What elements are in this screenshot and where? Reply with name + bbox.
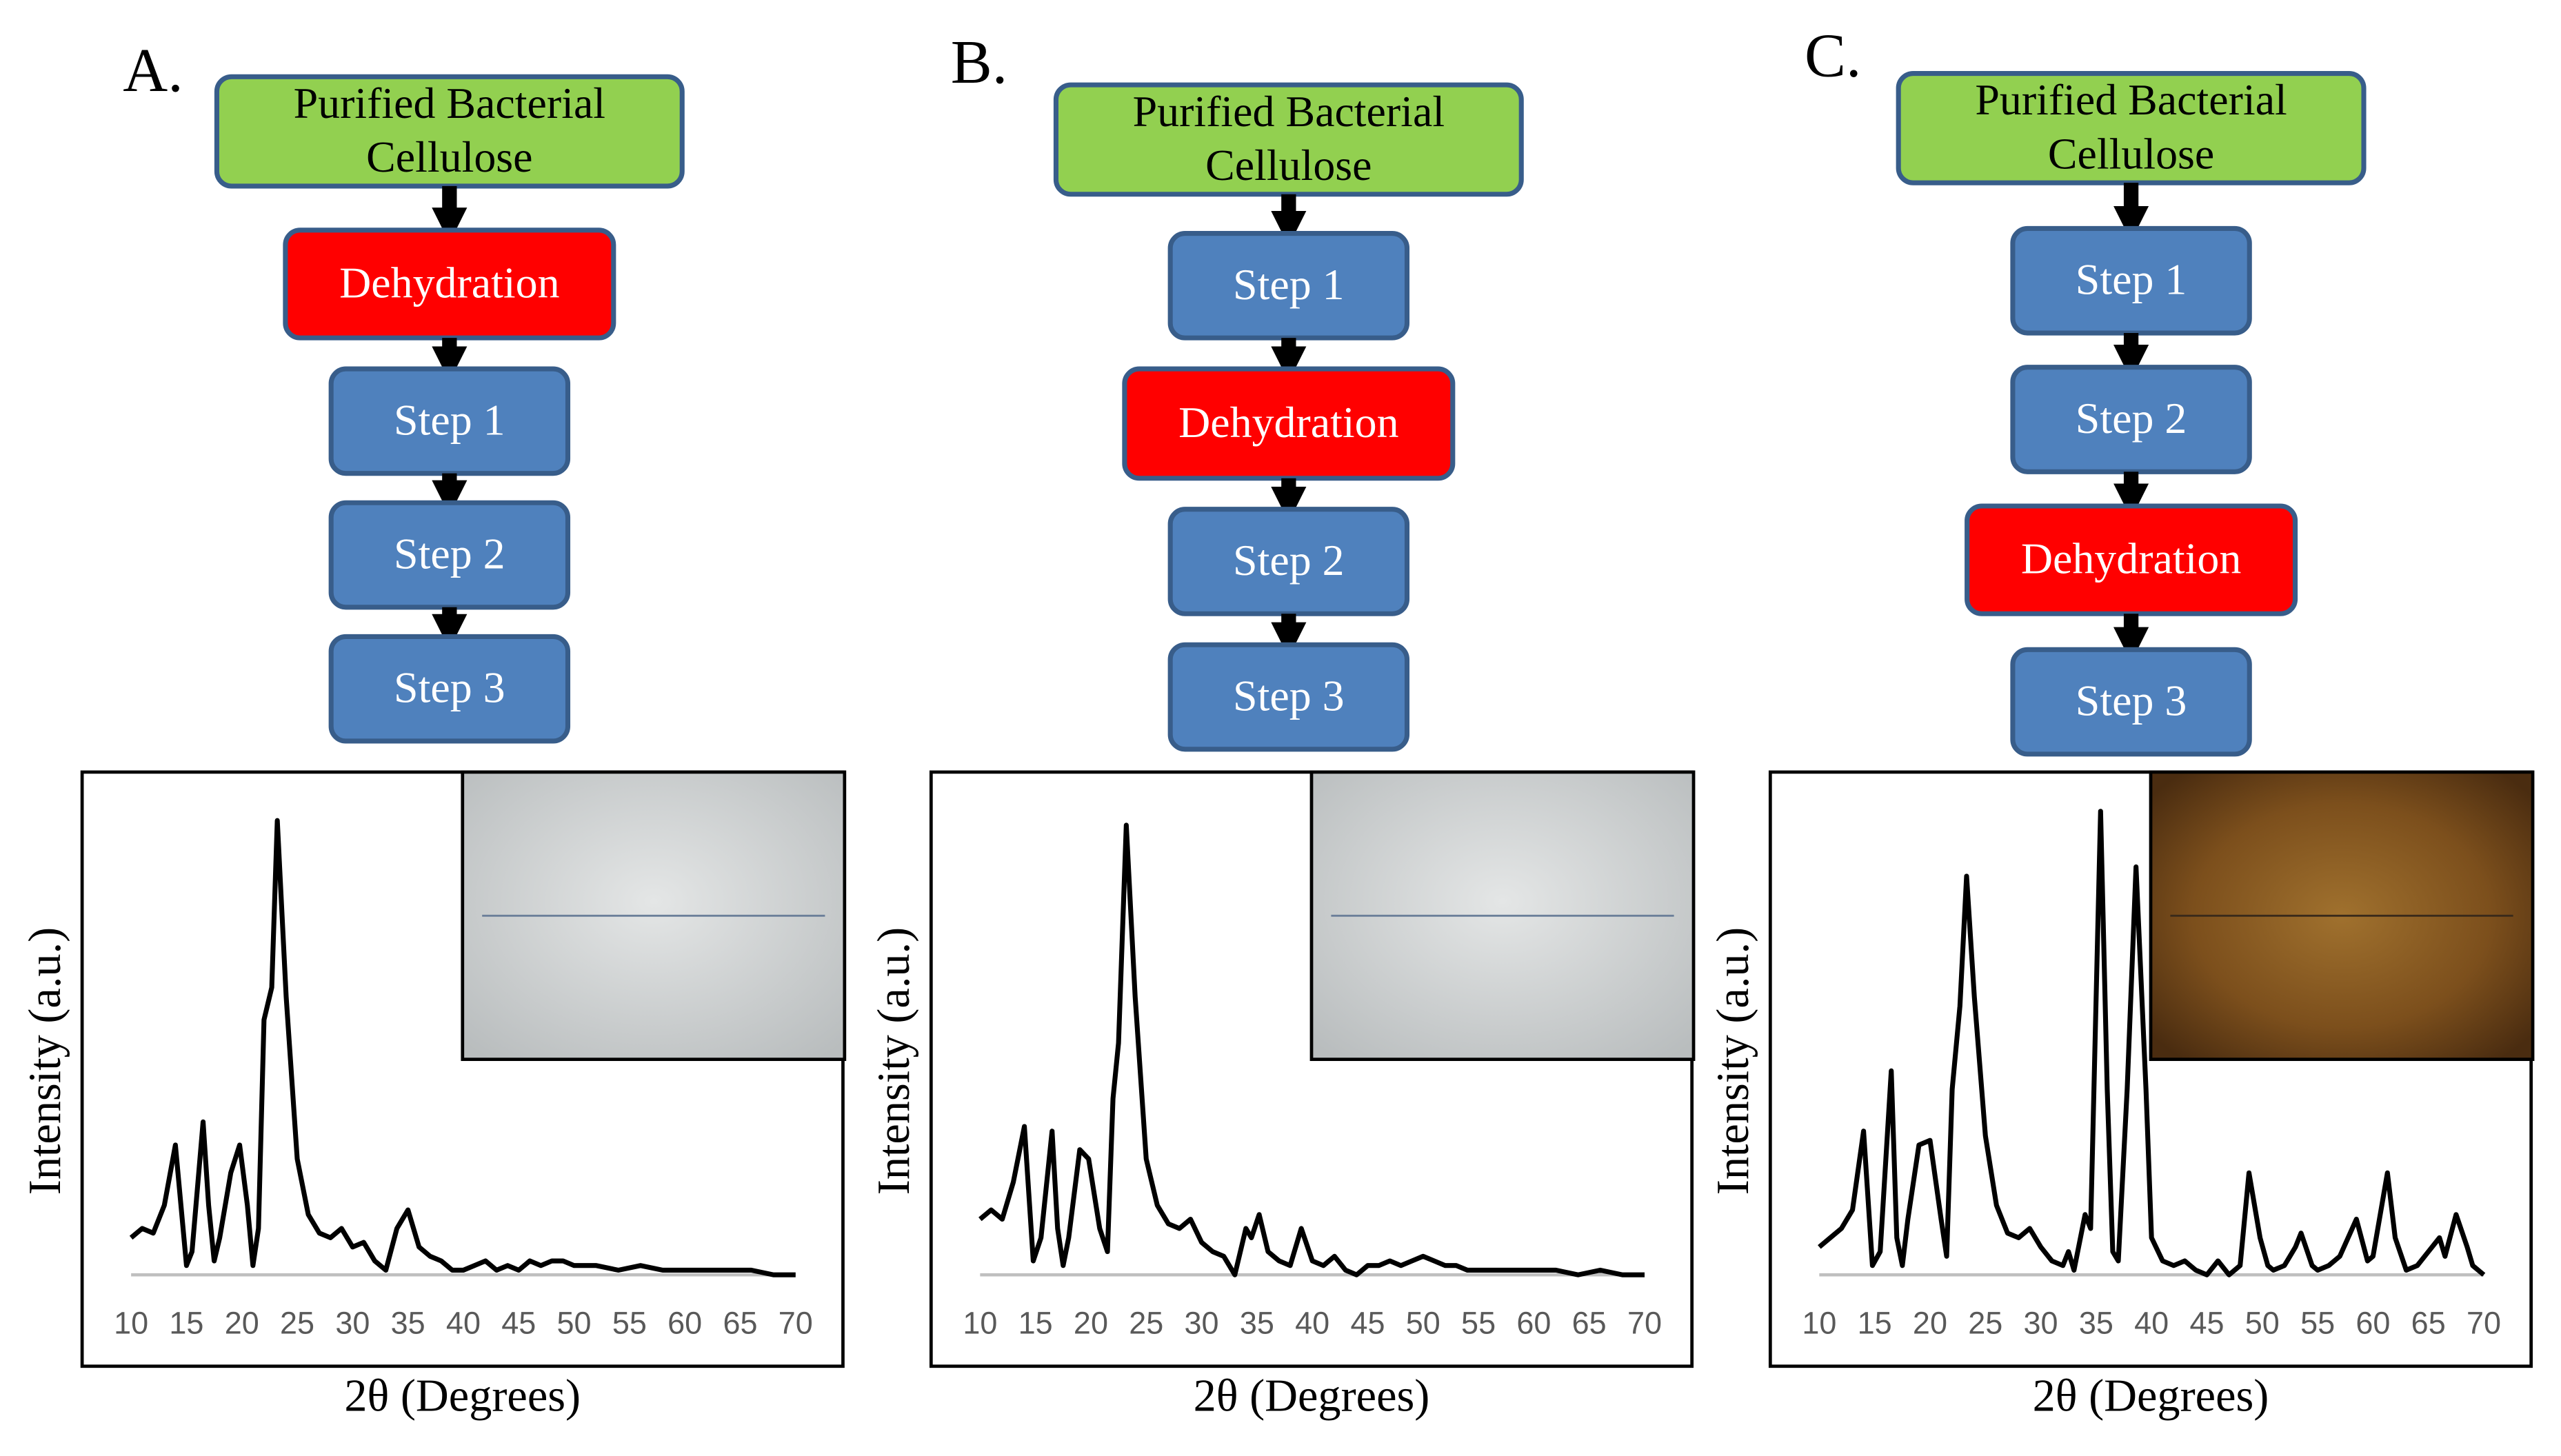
flow-node-label: Cellulose	[366, 132, 532, 181]
x-tick-label: 50	[2245, 1305, 2280, 1340]
x-tick-label: 65	[2411, 1305, 2446, 1340]
flow-node-label: Dehydration	[1178, 398, 1398, 447]
x-tick-label: 45	[1350, 1305, 1385, 1340]
y-axis-label: Intensity (a.u.)	[1708, 927, 1758, 1195]
x-tick-label: 20	[1913, 1305, 1947, 1340]
x-tick-label: 20	[1074, 1305, 1108, 1340]
x-tick-label: 70	[2467, 1305, 2501, 1340]
x-tick-label: 40	[446, 1305, 481, 1340]
flow-node	[2010, 647, 2252, 757]
flow-node-label: Step 3	[2076, 676, 2187, 725]
flow-node-label: Step 3	[394, 663, 505, 712]
x-axis-label: 2θ (Degrees)	[344, 1371, 581, 1422]
x-tick-label: 40	[2134, 1305, 2169, 1340]
xrd-line	[129, 818, 796, 1277]
x-tick-label: 10	[963, 1305, 997, 1340]
flow-node-label: Purified Bacterial	[1975, 75, 2287, 124]
panel-label: B.	[951, 28, 1008, 97]
x-tick-label: 65	[1572, 1305, 1607, 1340]
flow-node-label: Dehydration	[339, 258, 559, 307]
flow-node-label: Step 2	[1233, 536, 1345, 585]
x-tick-label: 35	[391, 1305, 425, 1340]
x-tick-label: 40	[1295, 1305, 1329, 1340]
x-tick-label: 25	[1968, 1305, 2002, 1340]
x-tick-label: 15	[1858, 1305, 1892, 1340]
x-tick-label: 50	[557, 1305, 592, 1340]
x-tick-label: 70	[779, 1305, 813, 1340]
x-tick-label: 60	[667, 1305, 702, 1340]
x-tick-label: 55	[2300, 1305, 2335, 1340]
x-tick-label: 10	[114, 1305, 148, 1340]
x-tick-label: 45	[501, 1305, 536, 1340]
x-tick-label: 25	[280, 1305, 314, 1340]
panel-label: A.	[123, 37, 183, 105]
x-tick-label: 55	[612, 1305, 647, 1340]
flow-node-label: Purified Bacterial	[1133, 87, 1445, 136]
x-axis-label: 2θ (Degrees)	[2033, 1371, 2269, 1422]
flow-node-label: Step 1	[2076, 255, 2187, 304]
flow-node-label: Purified Bacterial	[294, 79, 606, 128]
x-tick-label: 60	[2356, 1305, 2390, 1340]
flow-node-label: Step 1	[394, 395, 505, 444]
x-tick-label: 15	[1018, 1305, 1053, 1340]
x-tick-label: 20	[225, 1305, 259, 1340]
flow-node-label: Step 2	[394, 529, 505, 578]
xrd-line	[978, 822, 1645, 1277]
x-tick-label: 65	[723, 1305, 757, 1340]
flow-node-label: Cellulose	[2048, 129, 2214, 178]
flow-node-label: Step 1	[1233, 260, 1345, 309]
x-tick-label: 35	[2079, 1305, 2113, 1340]
y-axis-label: Intensity (a.u.)	[20, 927, 70, 1195]
x-tick-label: 30	[2024, 1305, 2058, 1340]
flow-node	[328, 634, 571, 744]
x-tick-label: 60	[1516, 1305, 1551, 1340]
x-tick-label: 10	[1802, 1305, 1836, 1340]
y-axis-label: Intensity (a.u.)	[869, 927, 919, 1195]
x-tick-label: 55	[1461, 1305, 1496, 1340]
x-tick-label: 70	[1627, 1305, 1662, 1340]
flow-node-label: Cellulose	[1205, 141, 1372, 190]
xrd-line	[1818, 809, 2486, 1277]
x-tick-label: 50	[1406, 1305, 1440, 1340]
x-tick-label: 35	[1240, 1305, 1274, 1340]
x-axis-label: 2θ (Degrees)	[1194, 1371, 1430, 1422]
x-tick-label: 15	[169, 1305, 203, 1340]
flow-node-label: Dehydration	[2021, 534, 2241, 583]
x-tick-label: 30	[1185, 1305, 1219, 1340]
flow-node-label: Step 2	[2076, 394, 2187, 443]
panel-label: C.	[1805, 22, 1862, 90]
x-tick-label: 25	[1129, 1305, 1163, 1340]
x-tick-label: 45	[2189, 1305, 2224, 1340]
x-tick-label: 30	[335, 1305, 370, 1340]
flow-node-label: Step 3	[1233, 671, 1345, 720]
flow-node	[1167, 642, 1410, 752]
